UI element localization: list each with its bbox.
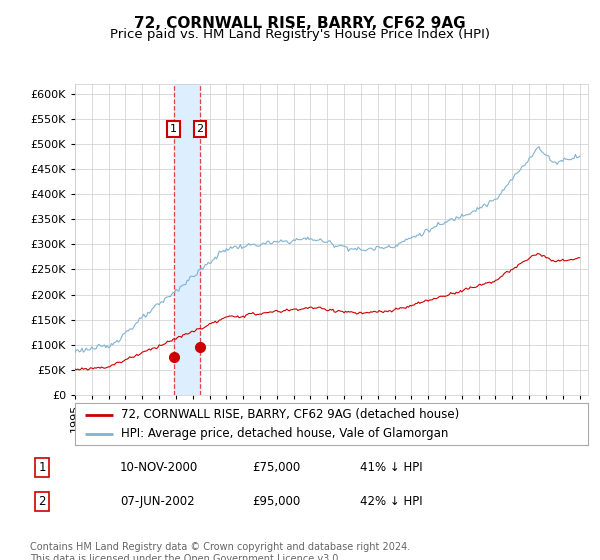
Text: 41% ↓ HPI: 41% ↓ HPI: [360, 461, 422, 474]
Bar: [173, 84, 200, 395]
Text: 72, CORNWALL RISE, BARRY, CF62 9AG: 72, CORNWALL RISE, BARRY, CF62 9AG: [134, 16, 466, 31]
Text: Price paid vs. HM Land Registry's House Price Index (HPI): Price paid vs. HM Land Registry's House …: [110, 28, 490, 41]
Text: 72, CORNWALL RISE, BARRY, CF62 9AG (detached house): 72, CORNWALL RISE, BARRY, CF62 9AG (deta…: [121, 408, 460, 421]
Text: HPI: Average price, detached house, Vale of Glamorgan: HPI: Average price, detached house, Vale…: [121, 427, 449, 440]
Text: 2: 2: [197, 124, 204, 134]
Text: 1: 1: [170, 124, 177, 134]
Text: 42% ↓ HPI: 42% ↓ HPI: [360, 494, 422, 508]
Text: £75,000: £75,000: [252, 461, 300, 474]
Text: 1: 1: [38, 461, 46, 474]
Text: £95,000: £95,000: [252, 494, 300, 508]
Text: 07-JUN-2002: 07-JUN-2002: [120, 494, 194, 508]
Text: Contains HM Land Registry data © Crown copyright and database right 2024.
This d: Contains HM Land Registry data © Crown c…: [30, 542, 410, 560]
Text: 2: 2: [38, 494, 46, 508]
Text: 10-NOV-2000: 10-NOV-2000: [120, 461, 198, 474]
